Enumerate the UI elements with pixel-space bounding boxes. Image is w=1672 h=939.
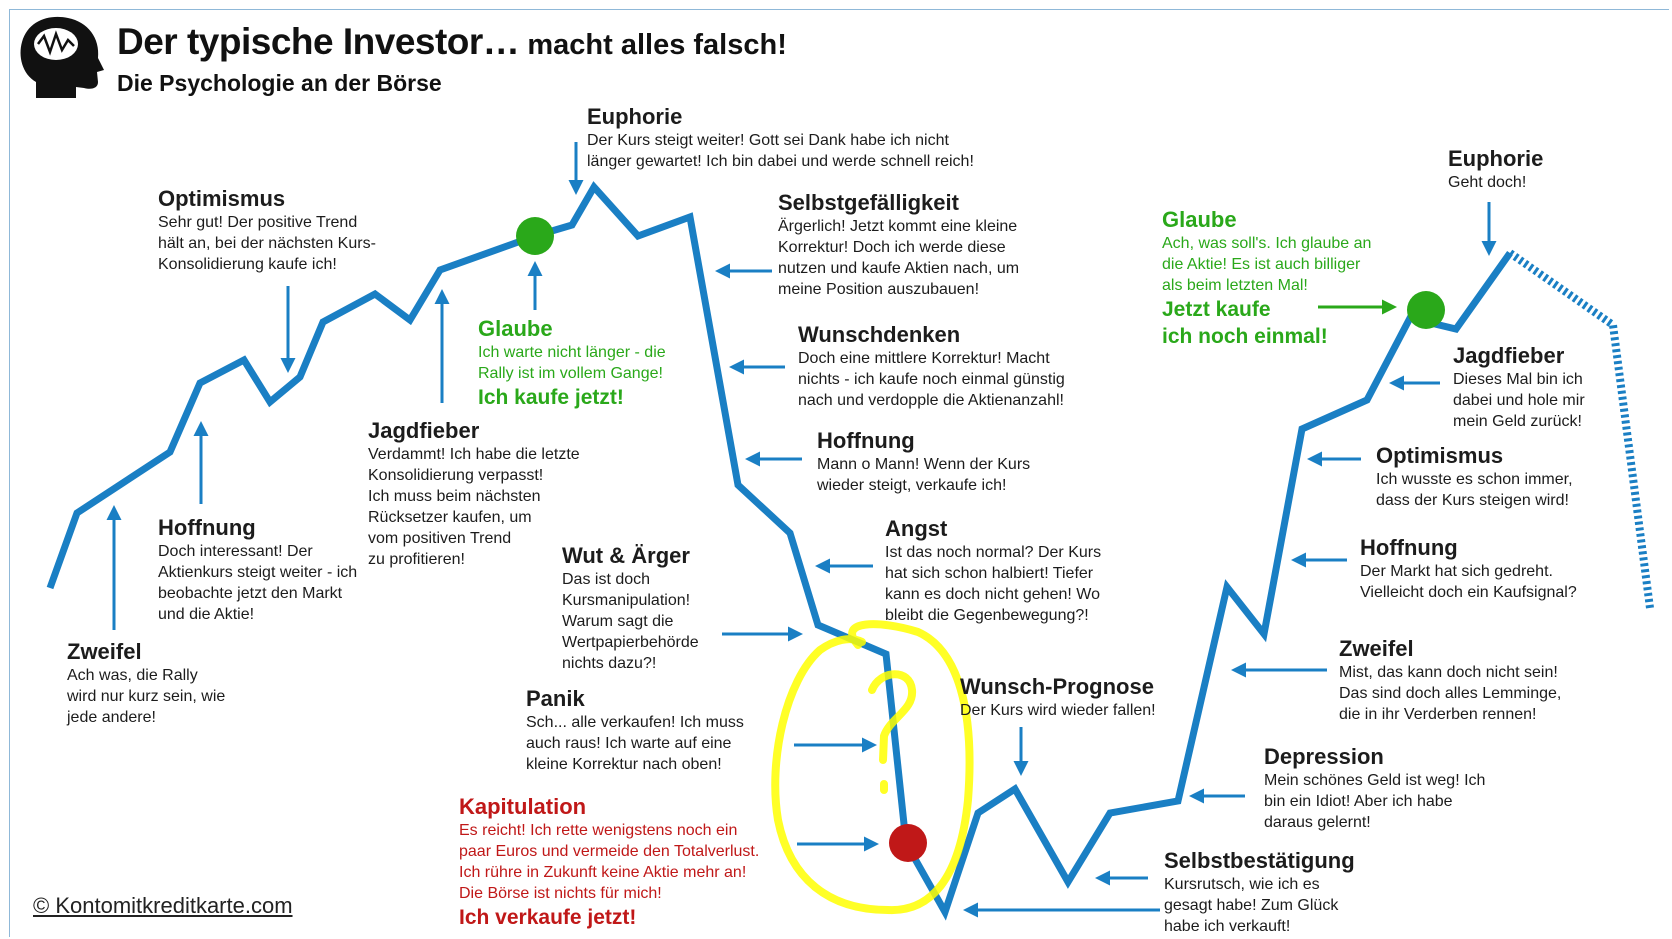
buy-point-2 [1407, 291, 1445, 329]
phase-heading: Glaube [478, 316, 553, 341]
page-title: Der typische Investor… macht alles falsc… [117, 21, 787, 63]
phase-text: Das ist doch Kursmanipulation! Warum sag… [562, 571, 699, 672]
buy-call-to-action: Ich kaufe jetzt! [478, 386, 624, 409]
buy-point-1 [516, 217, 554, 255]
phase-glaube-1: Glaube Ich warte nicht länger - die Rall… [478, 316, 666, 411]
phase-hoffnung-2: Hoffnung Mann o Mann! Wenn der Kurs wied… [817, 428, 1030, 496]
phase-text: Geht doch! [1448, 174, 1527, 191]
phase-heading: Euphorie [1448, 146, 1544, 171]
phase-heading: Euphorie [587, 104, 683, 129]
phase-text: Kursrutsch, wie ich es gesagt habe! Zum … [1164, 876, 1339, 935]
phase-text: Ärgerlich! Jetzt kommt eine kleine Korre… [778, 218, 1020, 298]
phase-text: Doch interessant! Der Aktienkurs steigt … [158, 543, 358, 623]
phase-heading: Angst [885, 516, 948, 541]
phase-kapitulation: Kapitulation Es reicht! Ich rette wenigs… [459, 794, 759, 931]
phase-text: Ich wusste es schon immer, dass der Kurs… [1376, 471, 1573, 509]
title-rest: macht alles falsch! [519, 29, 787, 61]
price-curve [46, 181, 1513, 921]
phase-jagdfieber-2: Jagdfieber Dieses Mal bin ich dabei und … [1453, 343, 1585, 432]
phase-selbstgefaelligkeit: Selbstgefälligkeit Ärgerlich! Jetzt komm… [778, 190, 1019, 300]
sell-call-to-action: Ich verkaufe jetzt! [459, 906, 637, 929]
phase-text: Es reicht! Ich rette wenigstens noch ein… [459, 822, 760, 902]
phase-text: Der Markt hat sich gedreht. Vielleicht d… [1360, 563, 1577, 601]
phase-text: Mist, das kann doch nicht sein! Das sind… [1339, 664, 1562, 723]
phase-text: Der Kurs steigt weiter! Gott sei Dank ha… [587, 132, 974, 170]
phase-arrows [106, 142, 1497, 918]
phase-heading: Hoffnung [1360, 535, 1458, 560]
phase-text: Ist das noch normal? Der Kurs hat sich s… [885, 544, 1102, 624]
phase-hoffnung-1: Hoffnung Doch interessant! Der Aktienkur… [158, 515, 357, 625]
phase-text: Ach, was soll's. Ich glaube an die Aktie… [1162, 235, 1372, 294]
phase-text: Verdammt! Ich habe die letzte Konsolidie… [368, 446, 580, 568]
phase-zweifel-2: Zweifel Mist, das kann doch nicht sein! … [1339, 636, 1561, 725]
phase-angst: Angst Ist das noch normal? Der Kurs hat … [885, 516, 1101, 626]
phase-optimismus-1: Optimismus Sehr gut! Der positive Trend … [158, 186, 376, 275]
phase-panik: Panik Sch... alle verkaufen! Ich muss au… [526, 686, 744, 775]
phase-wut-aerger: Wut & Ärger Das ist doch Kursmanipulatio… [562, 543, 699, 674]
phase-jagdfieber-1: Jagdfieber Verdammt! Ich habe die letzte… [368, 418, 580, 570]
phase-glaube-2: Glaube Ach, was soll's. Ich glaube an di… [1162, 207, 1371, 350]
phase-depression: Depression Mein schönes Geld ist weg! Ic… [1264, 744, 1485, 833]
phase-heading: Selbstgefälligkeit [778, 190, 959, 215]
phase-heading: Wunsch-Prognose [960, 674, 1154, 699]
phase-zweifel-1: Zweifel Ach was, die Rally wird nur kurz… [67, 639, 225, 728]
title-main: Der typische Investor… [117, 21, 520, 62]
phase-heading: Jagdfieber [368, 418, 480, 443]
phase-text: Mann o Mann! Wenn der Kurs wieder steigt… [817, 456, 1031, 494]
phase-heading: Glaube [1162, 207, 1237, 232]
phase-heading: Hoffnung [158, 515, 256, 540]
frame-border [9, 9, 1669, 937]
phase-text: Mein schönes Geld ist weg! Ich bin ein I… [1264, 772, 1486, 831]
phase-text: Doch eine mittlere Korrektur! Macht nich… [798, 350, 1065, 409]
highlight-question-mark [868, 670, 917, 794]
head-brain-icon [20, 16, 104, 99]
phase-text: Dieses Mal bin ich dabei und hole mir me… [1453, 371, 1585, 430]
phase-wunschdenken: Wunschdenken Doch eine mittlere Korrektu… [798, 322, 1065, 411]
phase-euphorie-1: Euphorie Der Kurs steigt weiter! Gott se… [587, 104, 974, 172]
phase-heading: Selbstbestätigung [1164, 848, 1355, 873]
phase-text: Der Kurs wird wieder fallen! [960, 702, 1156, 719]
phase-heading: Wunschdenken [798, 322, 961, 347]
phase-euphorie-2: Euphorie Geht doch! [1448, 146, 1543, 193]
phase-optimismus-2: Optimismus Ich wusste es schon immer, da… [1376, 443, 1573, 511]
page-subtitle: Die Psychologie an der Börse [117, 70, 442, 96]
phase-heading: Zweifel [67, 639, 142, 664]
phase-heading: Panik [526, 686, 585, 711]
phase-heading: Depression [1264, 744, 1384, 769]
phase-heading: Wut & Ärger [562, 543, 690, 568]
phase-text: Ach was, die Rally wird nur kurz sein, w… [67, 667, 226, 726]
phase-heading: Optimismus [1376, 443, 1504, 468]
phase-heading: Hoffnung [817, 428, 915, 453]
phase-text: Ich warte nicht länger - die Rally ist i… [478, 344, 666, 382]
copyright-link[interactable]: © Kontomitkreditkarte.com [33, 893, 293, 918]
phase-text: Sehr gut! Der positive Trend hält an, be… [158, 214, 376, 273]
highlight-scribble [771, 620, 974, 915]
phase-heading: Kapitulation [459, 794, 587, 819]
phase-wunsch-prognose: Wunsch-Prognose Der Kurs wird wieder fal… [960, 674, 1156, 721]
phase-heading: Zweifel [1339, 636, 1414, 661]
phase-selbstbestaetigung: Selbstbestätigung Kursrutsch, wie ich es… [1164, 848, 1355, 937]
phase-heading: Optimismus [158, 186, 286, 211]
buy-again-call-to-action: Jetzt kaufe ich noch einmal! [1162, 298, 1328, 348]
phase-heading: Jagdfieber [1453, 343, 1565, 368]
phase-text: Sch... alle verkaufen! Ich muss auch rau… [526, 714, 744, 773]
phase-hoffnung-3: Hoffnung Der Markt hat sich gedreht. Vie… [1360, 535, 1577, 603]
sell-point [889, 824, 927, 862]
